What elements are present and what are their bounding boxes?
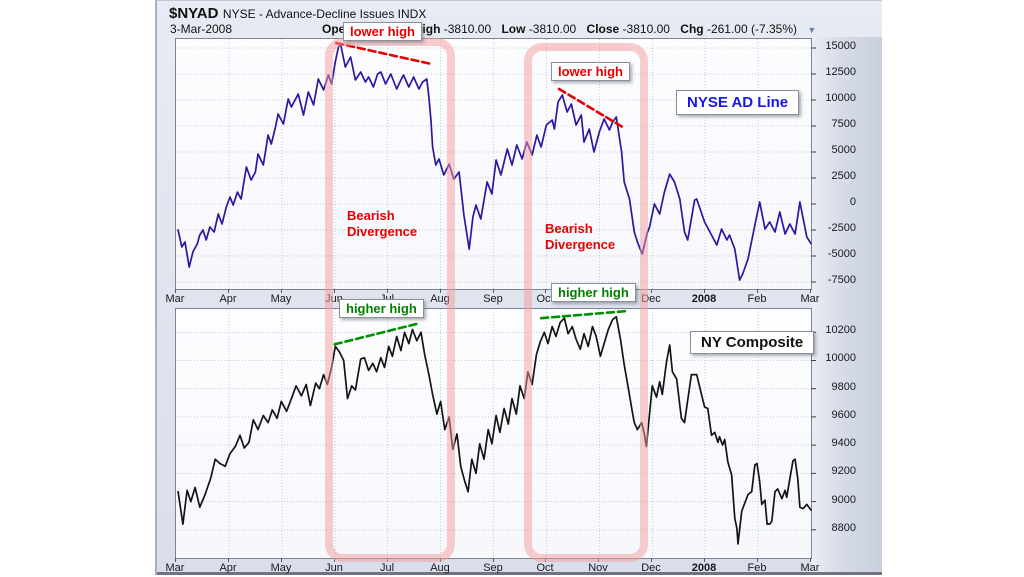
close-value: -3810.00 [622,22,670,36]
month-label: Mar [165,293,185,305]
month-label: Mar [165,562,185,574]
lower-high-label-2: lower high [551,62,630,81]
chg-value: -261.00 (-7.35%) [706,22,797,36]
right-axis-strip: 15000 12500 10000 7500 5000 2500 0 -2500 -5000 -7… [811,37,882,572]
month-label: Oct [536,293,554,305]
month-label: Feb [747,562,767,574]
month-tick [387,289,388,293]
ytick-label: 0 [849,196,856,209]
month-label: Oct [536,562,554,574]
month-label: 2008 [691,562,717,574]
quote-row: Open -3810.00 High -3810.00 Low -3810.00… [322,22,816,36]
divergence-zone-2 [524,43,648,562]
divergence-zone-1 [325,38,455,562]
month-tick [757,289,758,293]
image-bottom-edge [157,572,882,575]
stockchart-image: 15000 12500 10000 7500 5000 2500 0 -2500 -5000 -7… [155,0,882,575]
month-tick [651,558,652,562]
ad-line-chart-svg [176,39,816,289]
lower-high-label-1: lower high [343,22,422,41]
month-label: Dec [641,562,661,574]
ytick-label: 12500 [825,66,856,78]
month-label: Aug [430,293,450,305]
ytick-label: 9800 [831,380,856,393]
month-tick [704,289,705,293]
bearish-divergence-text-2: Bearish Divergence [545,221,616,252]
month-label: Nov [588,562,608,574]
month-label: Apr [219,562,237,574]
ytick-label: -2500 [827,222,856,235]
month-label: Apr [219,293,237,305]
month-label: May [270,562,292,574]
ticker-symbol: $NYAD [169,5,219,22]
month-tick [440,289,441,293]
month-label: Mar [800,562,820,574]
ytick-label: 15000 [825,39,856,52]
low-label: Low [501,22,526,36]
close-label: Close [586,22,620,36]
month-label: Mar [800,293,820,305]
ny-composite-label: NY Composite [690,331,815,354]
chevron-down-icon[interactable]: ▼ [807,25,817,35]
month-label: Feb [747,293,767,305]
ytick-label: -5000 [827,248,856,261]
month-label: Sep [483,562,503,574]
month-tick [704,558,705,562]
higher-high-label-2: higher high [551,283,636,302]
ytick-label: 9000 [831,493,856,506]
quote-date: 3-Mar-2008 [170,22,233,36]
ytick-label: 10200 [825,324,856,337]
chart-header: $NYAD NYSE - Advance-Decline Issues INDX… [157,1,882,37]
month-tick [281,558,282,562]
bearish-divergence-text-1: Bearish Divergence [347,208,418,239]
ytick-label: 9400 [831,437,856,450]
ytick-label: 9600 [831,408,856,421]
month-tick [228,558,229,562]
ytick-label: 9200 [831,465,856,478]
month-label: May [270,293,292,305]
month-tick [651,289,652,293]
month-tick [757,558,758,562]
title-row: $NYAD NYSE - Advance-Decline Issues INDX [169,5,426,23]
ytick-label: 5000 [831,144,856,156]
month-tick [545,289,546,293]
month-label: 2008 [691,293,717,305]
chg-label: Chg [680,22,704,36]
month-tick [334,289,335,293]
month-tick [810,558,811,562]
month-tick [493,558,494,562]
month-tick [810,289,811,293]
nyse-ad-line-label: NYSE AD Line [676,90,800,115]
month-tick [175,558,176,562]
high-value: -3810.00 [443,22,492,36]
month-label: Jun [325,562,343,574]
ytick-label: 7500 [831,118,856,130]
month-label: Jul [379,562,395,574]
ticker-description: NYSE - Advance-Decline Issues INDX [222,7,427,21]
month-tick [493,289,494,293]
composite-chart-svg [176,309,816,558]
bottom-xaxis: Mar Apr May Jun Jul Aug Sep Oct Nov Dec 2008 Feb Mar [166,558,819,577]
ytick-label: 2500 [831,170,856,183]
low-value: -3810.00 [528,22,577,36]
ad-line-plot [175,38,816,290]
higher-high-label-1: higher high [339,299,424,318]
month-tick [281,289,282,293]
ytick-label: 10000 [825,352,856,365]
month-label: Sep [483,293,503,305]
ytick-label: 10000 [825,92,856,104]
ytick-label: -7500 [827,274,856,287]
month-tick [228,289,229,293]
ytick-label: 8800 [831,521,856,534]
month-label: Aug [430,562,450,574]
month-tick [175,289,176,293]
